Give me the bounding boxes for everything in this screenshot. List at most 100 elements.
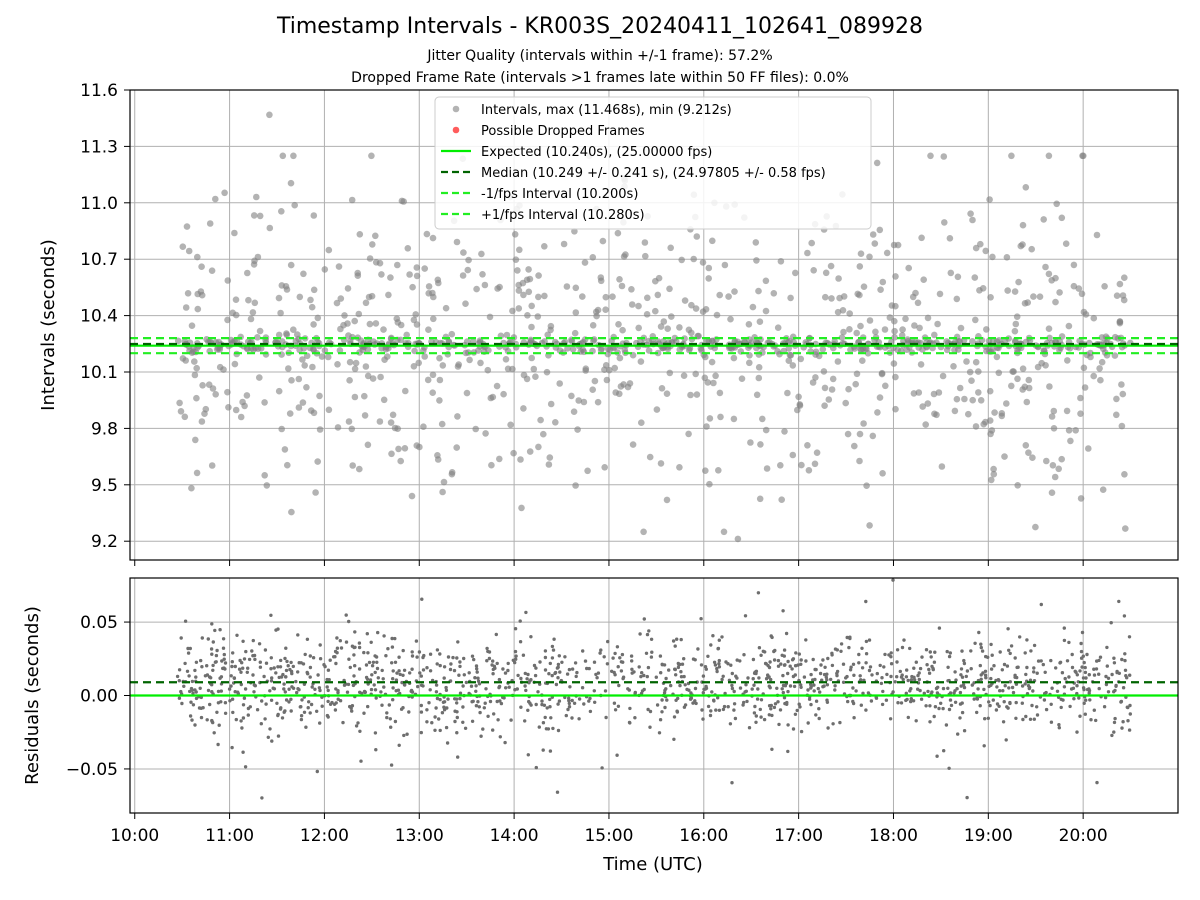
interval-point — [854, 290, 861, 298]
residual-point — [703, 665, 708, 669]
residual-point — [621, 675, 626, 679]
interval-point — [401, 445, 409, 452]
residual-point — [1014, 716, 1018, 720]
interval-point — [1101, 283, 1108, 290]
residual-point — [357, 641, 362, 645]
interval-point — [294, 331, 301, 338]
residual-point — [859, 703, 863, 707]
interval-point — [597, 277, 605, 285]
residual-point — [1097, 672, 1101, 676]
residual-point — [962, 661, 967, 666]
interval-point — [809, 379, 817, 386]
interval-point — [821, 402, 828, 410]
residual-point — [315, 709, 319, 713]
interval-point — [543, 368, 551, 376]
residual-point — [435, 662, 439, 666]
interval-point — [892, 302, 899, 310]
residual-point — [269, 698, 274, 702]
residual-point — [1083, 670, 1088, 675]
interval-point — [283, 331, 291, 339]
interval-point — [1003, 400, 1010, 407]
interval-point — [755, 364, 763, 371]
residual-point — [784, 631, 789, 636]
interval-point — [939, 372, 947, 380]
interval-point — [301, 362, 309, 369]
interval-point — [931, 331, 938, 339]
interval-point — [643, 311, 651, 318]
interval-point — [435, 279, 442, 287]
residual-point — [186, 651, 191, 655]
residual-point — [247, 657, 252, 662]
residual-point — [516, 673, 520, 678]
interval-point — [191, 371, 199, 379]
residual-point — [657, 731, 662, 735]
residual-point — [334, 687, 338, 691]
residual-point — [1110, 733, 1114, 738]
residual-point — [839, 642, 844, 646]
residual-point — [751, 677, 755, 681]
interval-point — [1111, 352, 1119, 359]
residual-point — [766, 673, 770, 677]
residual-point — [318, 688, 322, 693]
residual-point — [797, 652, 801, 656]
residual-point — [234, 717, 238, 722]
interval-point — [395, 445, 402, 453]
residual-point — [848, 668, 853, 672]
residual-point — [241, 716, 246, 720]
residual-point — [547, 672, 551, 676]
residual-point — [300, 698, 304, 702]
residual-point — [922, 691, 926, 695]
residual-point — [814, 667, 818, 672]
residual-point — [987, 700, 991, 704]
interval-point — [1119, 390, 1127, 398]
residual-point — [798, 705, 802, 709]
interval-point — [279, 152, 287, 160]
interval-point — [720, 528, 728, 536]
residual-point — [742, 700, 746, 705]
interval-point — [721, 261, 729, 269]
interval-point — [295, 375, 303, 383]
interval-point — [753, 391, 761, 399]
interval-point — [990, 470, 998, 478]
interval-point — [757, 441, 764, 448]
residual-point — [458, 696, 462, 701]
residual-point — [442, 700, 447, 704]
residual-point — [381, 677, 385, 681]
residual-point — [268, 727, 272, 731]
interval-point — [898, 332, 906, 339]
residual-point — [763, 661, 768, 666]
residual-point — [295, 690, 299, 695]
residual-point — [645, 674, 649, 679]
residual-point — [905, 668, 909, 672]
residual-point — [944, 723, 949, 727]
residual-point — [860, 646, 864, 650]
residual-point — [629, 654, 634, 658]
interval-point — [1011, 327, 1019, 335]
residual-point — [474, 704, 479, 708]
residual-point — [644, 651, 649, 655]
residual-point — [645, 632, 650, 637]
interval-point — [1050, 407, 1058, 415]
residual-point — [268, 689, 272, 693]
residual-point — [1122, 614, 1127, 618]
residual-point — [434, 690, 439, 694]
interval-point — [227, 336, 235, 344]
residual-point — [964, 674, 968, 679]
residual-point — [867, 668, 872, 673]
residual-point — [544, 727, 549, 731]
residual-point — [1075, 684, 1079, 688]
interval-point — [266, 224, 274, 232]
residual-point — [414, 639, 419, 643]
interval-point — [194, 253, 201, 261]
interval-point — [882, 382, 889, 390]
residual-point — [759, 698, 764, 702]
interval-point — [641, 239, 649, 246]
interval-point — [953, 295, 961, 303]
interval-point — [658, 385, 666, 392]
residual-point — [376, 676, 380, 680]
residual-point — [1044, 707, 1049, 712]
residual-point — [375, 660, 379, 664]
interval-point — [646, 453, 654, 461]
residual-point — [556, 728, 561, 733]
residual-point — [1054, 666, 1058, 670]
